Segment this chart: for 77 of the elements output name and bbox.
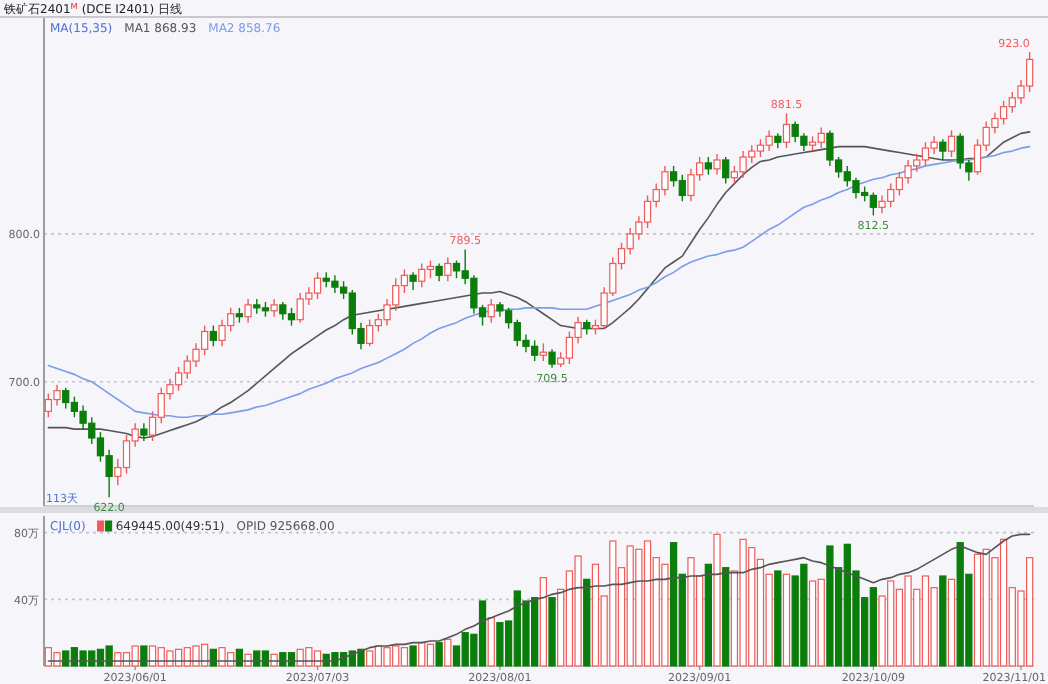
candlestick (418, 262, 426, 288)
candlestick (244, 298, 252, 324)
candlestick (722, 156, 730, 185)
bar (383, 647, 391, 667)
bar (583, 578, 591, 667)
candlestick (817, 126, 825, 149)
bar (591, 563, 600, 667)
candlestick (548, 348, 556, 369)
candlestick (852, 177, 860, 200)
bar (192, 645, 200, 667)
candlestick (782, 112, 791, 149)
bar (400, 647, 409, 667)
candlestick (678, 174, 686, 203)
bar (574, 555, 582, 667)
bar (539, 577, 547, 667)
bar (418, 642, 426, 667)
candlestick (122, 434, 131, 475)
bar (548, 597, 556, 667)
bar (774, 570, 782, 667)
candlestick (565, 330, 574, 365)
candlestick (487, 298, 495, 324)
candlestick (687, 168, 695, 203)
bar (817, 578, 825, 667)
bar (939, 575, 947, 667)
bar (808, 580, 817, 667)
bar (148, 645, 157, 667)
candlestick (713, 153, 721, 176)
candlestick (999, 100, 1008, 126)
bar (869, 587, 877, 667)
bar (435, 642, 443, 667)
bar (904, 575, 912, 667)
candlestick (765, 129, 773, 152)
bar (444, 638, 452, 667)
bar (739, 538, 747, 667)
bar (643, 540, 652, 667)
candlestick (218, 318, 226, 347)
bar (661, 563, 669, 667)
candlestick (739, 150, 747, 179)
candlestick (313, 271, 322, 300)
candlestick (62, 387, 70, 410)
candlestick (921, 141, 930, 167)
bar (782, 573, 791, 667)
candlestick (947, 129, 956, 158)
bar (496, 622, 504, 667)
candlestick (444, 256, 452, 282)
candlestick (209, 324, 217, 347)
candlestick (669, 165, 678, 188)
bar (366, 650, 374, 667)
bar (704, 563, 712, 667)
candlestick (826, 129, 834, 167)
bar (921, 575, 930, 667)
candlestick (895, 171, 904, 197)
bar (478, 600, 487, 667)
bar (713, 533, 721, 667)
bar (722, 567, 730, 667)
bar (426, 643, 435, 667)
bar (131, 645, 139, 667)
line-series (47, 533, 1031, 662)
candlestick (174, 366, 183, 392)
candlestick (939, 138, 947, 161)
bar (669, 542, 678, 667)
bar (487, 617, 495, 667)
candlestick (904, 159, 912, 185)
bar (947, 578, 956, 667)
bar (973, 553, 982, 667)
bar (409, 645, 417, 667)
candlestick (643, 194, 652, 229)
bar (687, 557, 695, 667)
bar (999, 538, 1008, 667)
candlestick (661, 165, 669, 197)
bar (826, 545, 834, 667)
candlestick (869, 191, 877, 217)
candlestick (53, 384, 61, 407)
bar (105, 645, 113, 667)
candlestick (366, 318, 374, 347)
candlestick (70, 395, 79, 418)
bar (140, 645, 148, 667)
